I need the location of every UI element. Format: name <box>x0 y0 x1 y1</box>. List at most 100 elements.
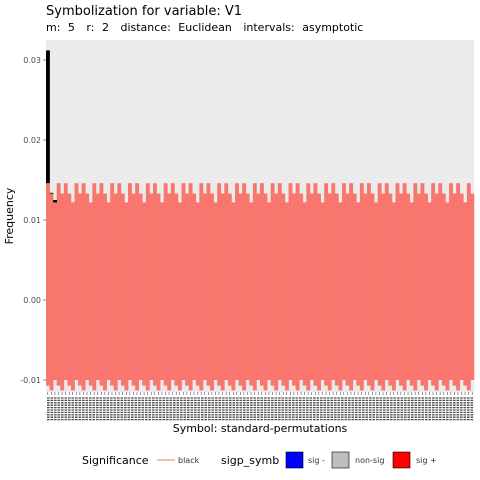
interval-band <box>463 202 468 386</box>
x-axis-title: Symbol: standard-permutations <box>173 422 348 435</box>
legend-sigp-title: sigp_symb <box>221 454 279 467</box>
interval-band <box>124 202 129 391</box>
interval-band <box>445 202 450 391</box>
interval-band <box>227 193 232 386</box>
interval-band <box>267 202 271 380</box>
interval-band <box>277 183 282 380</box>
legend-significance-label: black <box>178 456 200 465</box>
interval-band <box>281 193 286 386</box>
interval-band <box>399 193 403 386</box>
interval-band <box>334 193 339 386</box>
legend: Significance black sigp_symb sig - non-s… <box>82 451 437 469</box>
interval-band <box>306 183 311 391</box>
interval-band <box>252 183 257 391</box>
interval-band <box>406 193 411 380</box>
interval-band <box>274 193 279 391</box>
subtitle-m-value: 5 <box>68 21 75 34</box>
interval-band <box>441 193 446 386</box>
interval-band <box>188 183 193 391</box>
interval-band <box>113 193 118 391</box>
interval-band <box>367 183 371 386</box>
interval-band <box>88 202 93 386</box>
interval-band <box>163 183 168 386</box>
y-tick-label: 0.02 <box>23 136 41 145</box>
interval-band <box>70 202 75 391</box>
interval-band <box>67 193 72 386</box>
interval-band <box>313 183 318 386</box>
interval-band <box>249 202 254 386</box>
interval-band <box>327 193 332 391</box>
interval-band <box>284 202 289 391</box>
subtitle-intervals-label: intervals: <box>243 21 294 34</box>
interval-band <box>128 183 132 380</box>
interval-band <box>459 193 464 380</box>
interval-band <box>46 183 50 386</box>
interval-band <box>153 183 157 386</box>
y-axis-title: Frequency <box>3 187 16 244</box>
interval-band <box>217 183 222 386</box>
interval-band <box>210 193 214 391</box>
interval-band <box>345 193 350 386</box>
interval-band <box>245 193 250 380</box>
interval-band <box>199 183 204 391</box>
interval-band <box>391 202 396 391</box>
interval-band <box>356 202 361 386</box>
interval-band <box>402 183 407 391</box>
interval-band <box>160 202 164 380</box>
interval-band <box>456 183 461 391</box>
interval-band <box>324 183 329 386</box>
chart-title: Symbolization for variable: V1 <box>46 4 242 19</box>
interval-band <box>103 193 107 391</box>
interval-band <box>231 202 236 391</box>
interval-band <box>235 183 239 380</box>
interval-band <box>263 193 268 391</box>
interval-band <box>416 193 421 380</box>
interval-band <box>409 202 414 386</box>
interval-band <box>242 183 247 391</box>
interval-band <box>342 183 346 380</box>
interval-band <box>213 202 218 380</box>
legend-sig-minus-label: sig - <box>308 456 325 465</box>
interval-band <box>363 193 368 380</box>
interval-band <box>81 183 86 391</box>
interval-band <box>352 193 357 380</box>
interval-band <box>170 183 175 380</box>
interval-band <box>63 183 68 380</box>
interval-band <box>95 193 100 380</box>
y-tick-label: 0.01 <box>23 216 41 225</box>
x-axis-ticks <box>47 392 474 421</box>
interval-band <box>331 183 336 380</box>
interval-band <box>420 183 425 386</box>
interval-band <box>370 193 375 391</box>
interval-band <box>260 183 264 386</box>
interval-band <box>288 183 293 380</box>
interval-band <box>145 183 150 391</box>
y-tick-label: 0.00 <box>23 296 41 305</box>
symbol-bar <box>46 50 50 184</box>
interval-band <box>78 193 82 386</box>
interval-band <box>156 193 161 391</box>
interval-band <box>374 202 378 380</box>
legend-sig-minus-swatch <box>285 451 304 469</box>
legend-significance-title: Significance <box>82 454 149 467</box>
interval-band <box>49 193 54 391</box>
interval-band <box>427 202 432 380</box>
interval-band <box>202 193 207 380</box>
interval-band <box>449 183 453 380</box>
interval-band <box>466 183 471 391</box>
interval-band <box>299 193 304 380</box>
symbol-bar <box>49 192 54 194</box>
interval-band <box>131 193 136 386</box>
interval-band <box>53 202 57 380</box>
interval-band <box>256 193 261 380</box>
chart-subtitle: m: 5 r: 2 distance: Euclidean intervals:… <box>46 21 363 34</box>
interval-band <box>142 202 147 386</box>
interval-band <box>192 193 197 380</box>
interval-band <box>349 183 354 391</box>
interval-band <box>413 183 418 391</box>
subtitle-r-value: 2 <box>102 21 109 34</box>
legend-non-sig-label: non-sig <box>355 456 384 465</box>
interval-band <box>220 193 225 391</box>
interval-band <box>181 183 186 380</box>
